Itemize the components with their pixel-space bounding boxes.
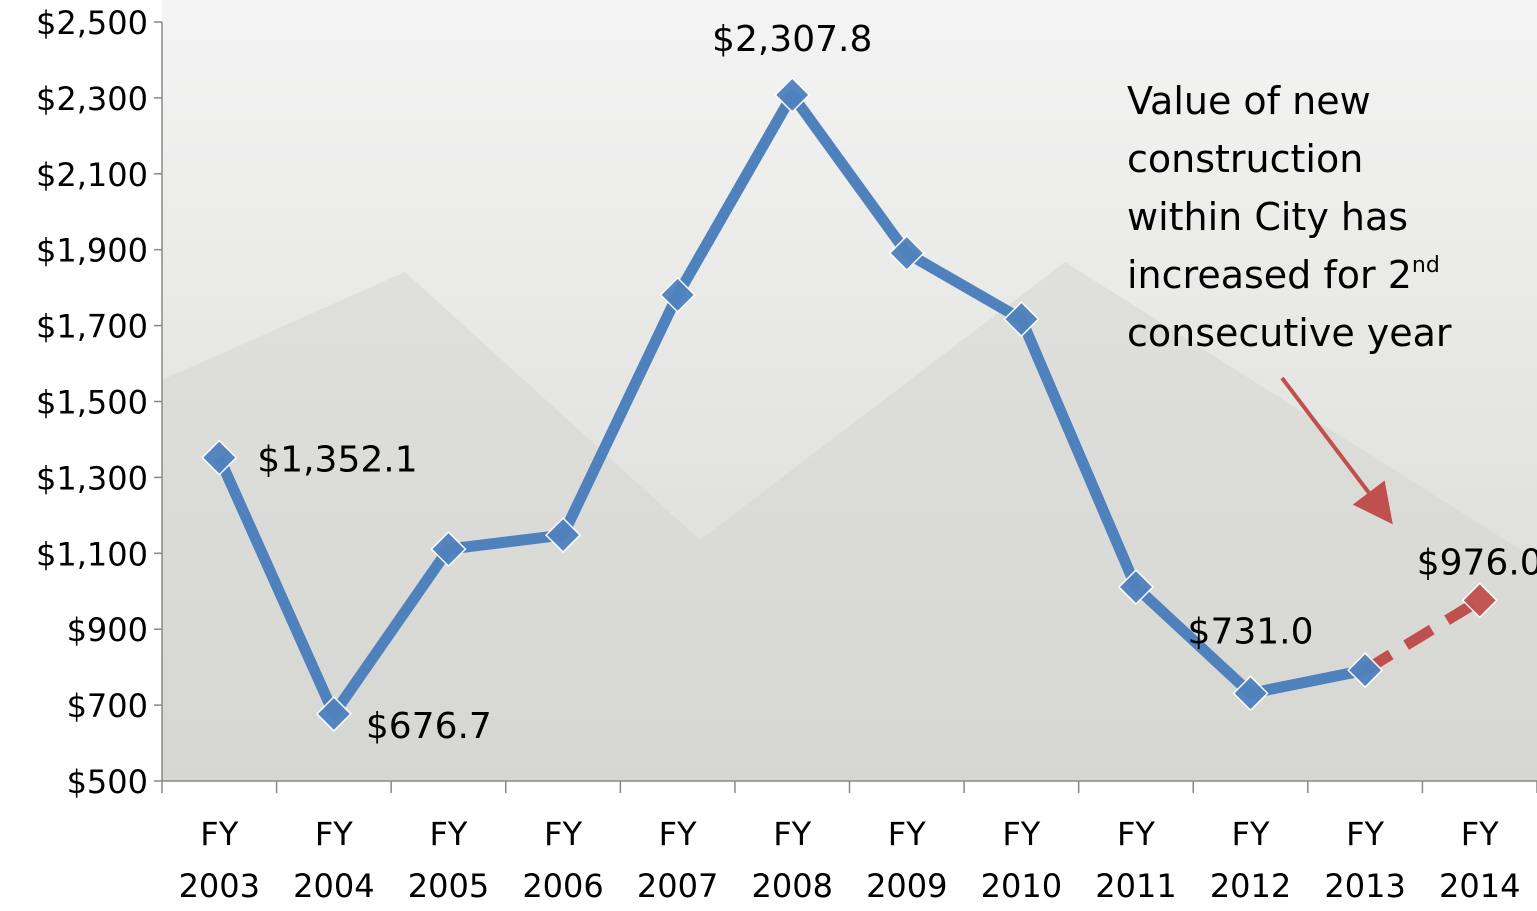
y-tick-label: $1,700	[36, 308, 148, 346]
x-tick-label: FY 2010	[976, 808, 1066, 911]
x-tick-label: FY 2003	[174, 808, 264, 911]
x-tick-label: FY 2006	[518, 808, 608, 911]
y-tick-label: $1,100	[36, 535, 148, 573]
y-tick-label: $2,500	[36, 4, 148, 42]
y-tick-label: $1,300	[36, 459, 148, 497]
annotation-superscript: nd	[1412, 253, 1440, 278]
page: {"chart_data": { "type": "line", "catego…	[0, 0, 1537, 911]
x-tick-label: FY 2012	[1206, 808, 1296, 911]
y-tick-label: $900	[67, 611, 148, 649]
x-tick-label: FY 2007	[633, 808, 723, 911]
x-tick-label: FY 2004	[289, 808, 379, 911]
data-label: $2,307.8	[712, 19, 872, 60]
x-tick-label: FY 2014	[1435, 808, 1525, 911]
y-tick-label: $2,100	[36, 156, 148, 194]
data-label: $976.0	[1417, 542, 1537, 583]
y-tick-label: $1,500	[36, 384, 148, 422]
x-tick-label: FY 2009	[862, 808, 952, 911]
x-tick-label: FY 2011	[1091, 808, 1181, 911]
x-tick-label: FY 2008	[747, 808, 837, 911]
x-tick-label: FY 2005	[403, 808, 493, 911]
annotation-text: Value of new construction within City ha…	[1127, 79, 1412, 297]
y-tick-label: $500	[67, 763, 148, 801]
y-tick-label: $1,900	[36, 232, 148, 270]
annotation-text: consecutive year	[1127, 311, 1452, 355]
y-tick-label: $700	[67, 687, 148, 725]
x-tick-label: FY 2013	[1320, 808, 1410, 911]
annotation: Value of new construction within City ha…	[1127, 72, 1477, 362]
data-label: $676.7	[366, 706, 492, 747]
y-tick-label: $2,300	[36, 80, 148, 118]
data-label: $1,352.1	[257, 440, 417, 481]
data-label: $731.0	[1188, 611, 1314, 652]
